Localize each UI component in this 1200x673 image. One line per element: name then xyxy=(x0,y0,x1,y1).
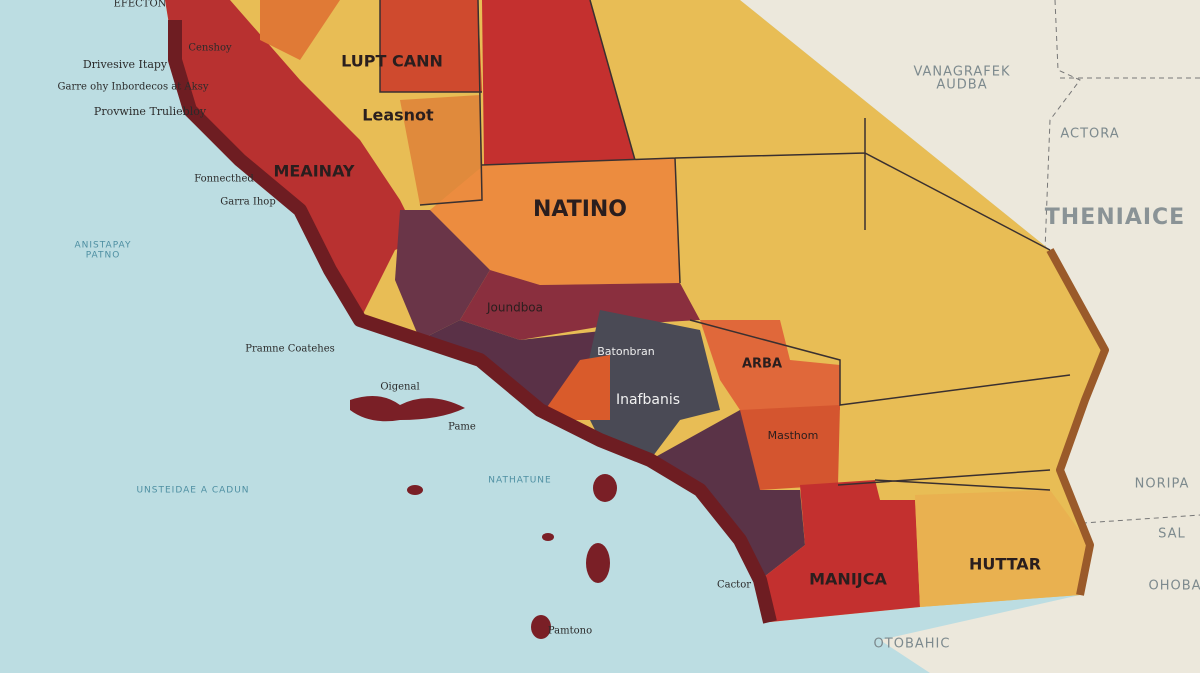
place-label: Fonnecthed xyxy=(194,174,254,185)
region-label: Batonbran xyxy=(597,345,655,358)
region xyxy=(165,0,420,320)
region xyxy=(915,490,1090,607)
area-label: NORIPA xyxy=(1135,477,1190,492)
place-label: Garre ohy Inbordecos at Aksy xyxy=(58,82,209,93)
place-label: Cactor xyxy=(717,580,751,591)
region-label: HUTTAR xyxy=(969,555,1041,574)
region xyxy=(700,320,840,410)
region-label: Joundboa xyxy=(486,301,543,315)
area-label: SAL xyxy=(1158,527,1186,542)
region xyxy=(400,95,484,205)
region xyxy=(260,0,340,60)
region-label: NATINO xyxy=(533,197,627,222)
island xyxy=(586,543,610,583)
neighbor-land xyxy=(740,0,1200,673)
region xyxy=(760,480,920,622)
region-label: MANIJCA xyxy=(809,570,887,589)
area-label: THENIAICE xyxy=(1045,205,1185,230)
region xyxy=(740,405,840,490)
region xyxy=(380,0,482,92)
sea-label: ANISTAPAY xyxy=(74,241,131,251)
state-line xyxy=(1044,0,1081,251)
region xyxy=(545,355,610,420)
area-label: OHOBA xyxy=(1148,579,1200,594)
region-label: ARBA xyxy=(742,357,782,372)
sea-label: NATHATUNE xyxy=(488,476,551,486)
area-label: AUDBA xyxy=(936,78,987,93)
place-label: Pramne Coatehes xyxy=(245,344,335,355)
region-label: Inafbanis xyxy=(616,392,680,408)
place-label: Censhoy xyxy=(188,43,232,54)
region xyxy=(430,158,680,285)
coastline xyxy=(168,20,777,624)
island xyxy=(407,485,423,495)
area-label: OTOBAHIC xyxy=(874,637,951,652)
island xyxy=(542,533,554,541)
island xyxy=(593,474,617,502)
region-label: LUPT CANN xyxy=(341,52,443,71)
state-line xyxy=(1054,77,1200,526)
region-label: Masthom xyxy=(768,429,819,442)
sea-label: UNSTEIDAE A CADUN xyxy=(136,486,249,496)
place-label: Drivesive Itapy xyxy=(83,58,168,71)
place-label: Garra Ihop xyxy=(220,197,275,208)
county-border xyxy=(379,0,1071,491)
island xyxy=(350,396,465,422)
region-label: MEAINAY xyxy=(273,162,354,181)
sea-label: PATNO xyxy=(86,251,121,261)
region xyxy=(395,210,490,340)
region xyxy=(650,410,805,580)
place-label: Provwine Truliebloy xyxy=(94,105,207,118)
island xyxy=(531,615,551,639)
place-label: Oigenal xyxy=(380,382,419,393)
region-label: Leasnot xyxy=(362,106,434,125)
region xyxy=(482,0,635,165)
place-label: Pamtono xyxy=(548,626,592,637)
place-label: EFECTON xyxy=(114,0,167,10)
state-edge xyxy=(1046,248,1109,596)
area-label: ACTORA xyxy=(1060,127,1119,142)
place-label: Pame xyxy=(448,422,476,433)
region xyxy=(580,310,720,460)
area-label: VANAGRAFEK xyxy=(913,65,1010,80)
